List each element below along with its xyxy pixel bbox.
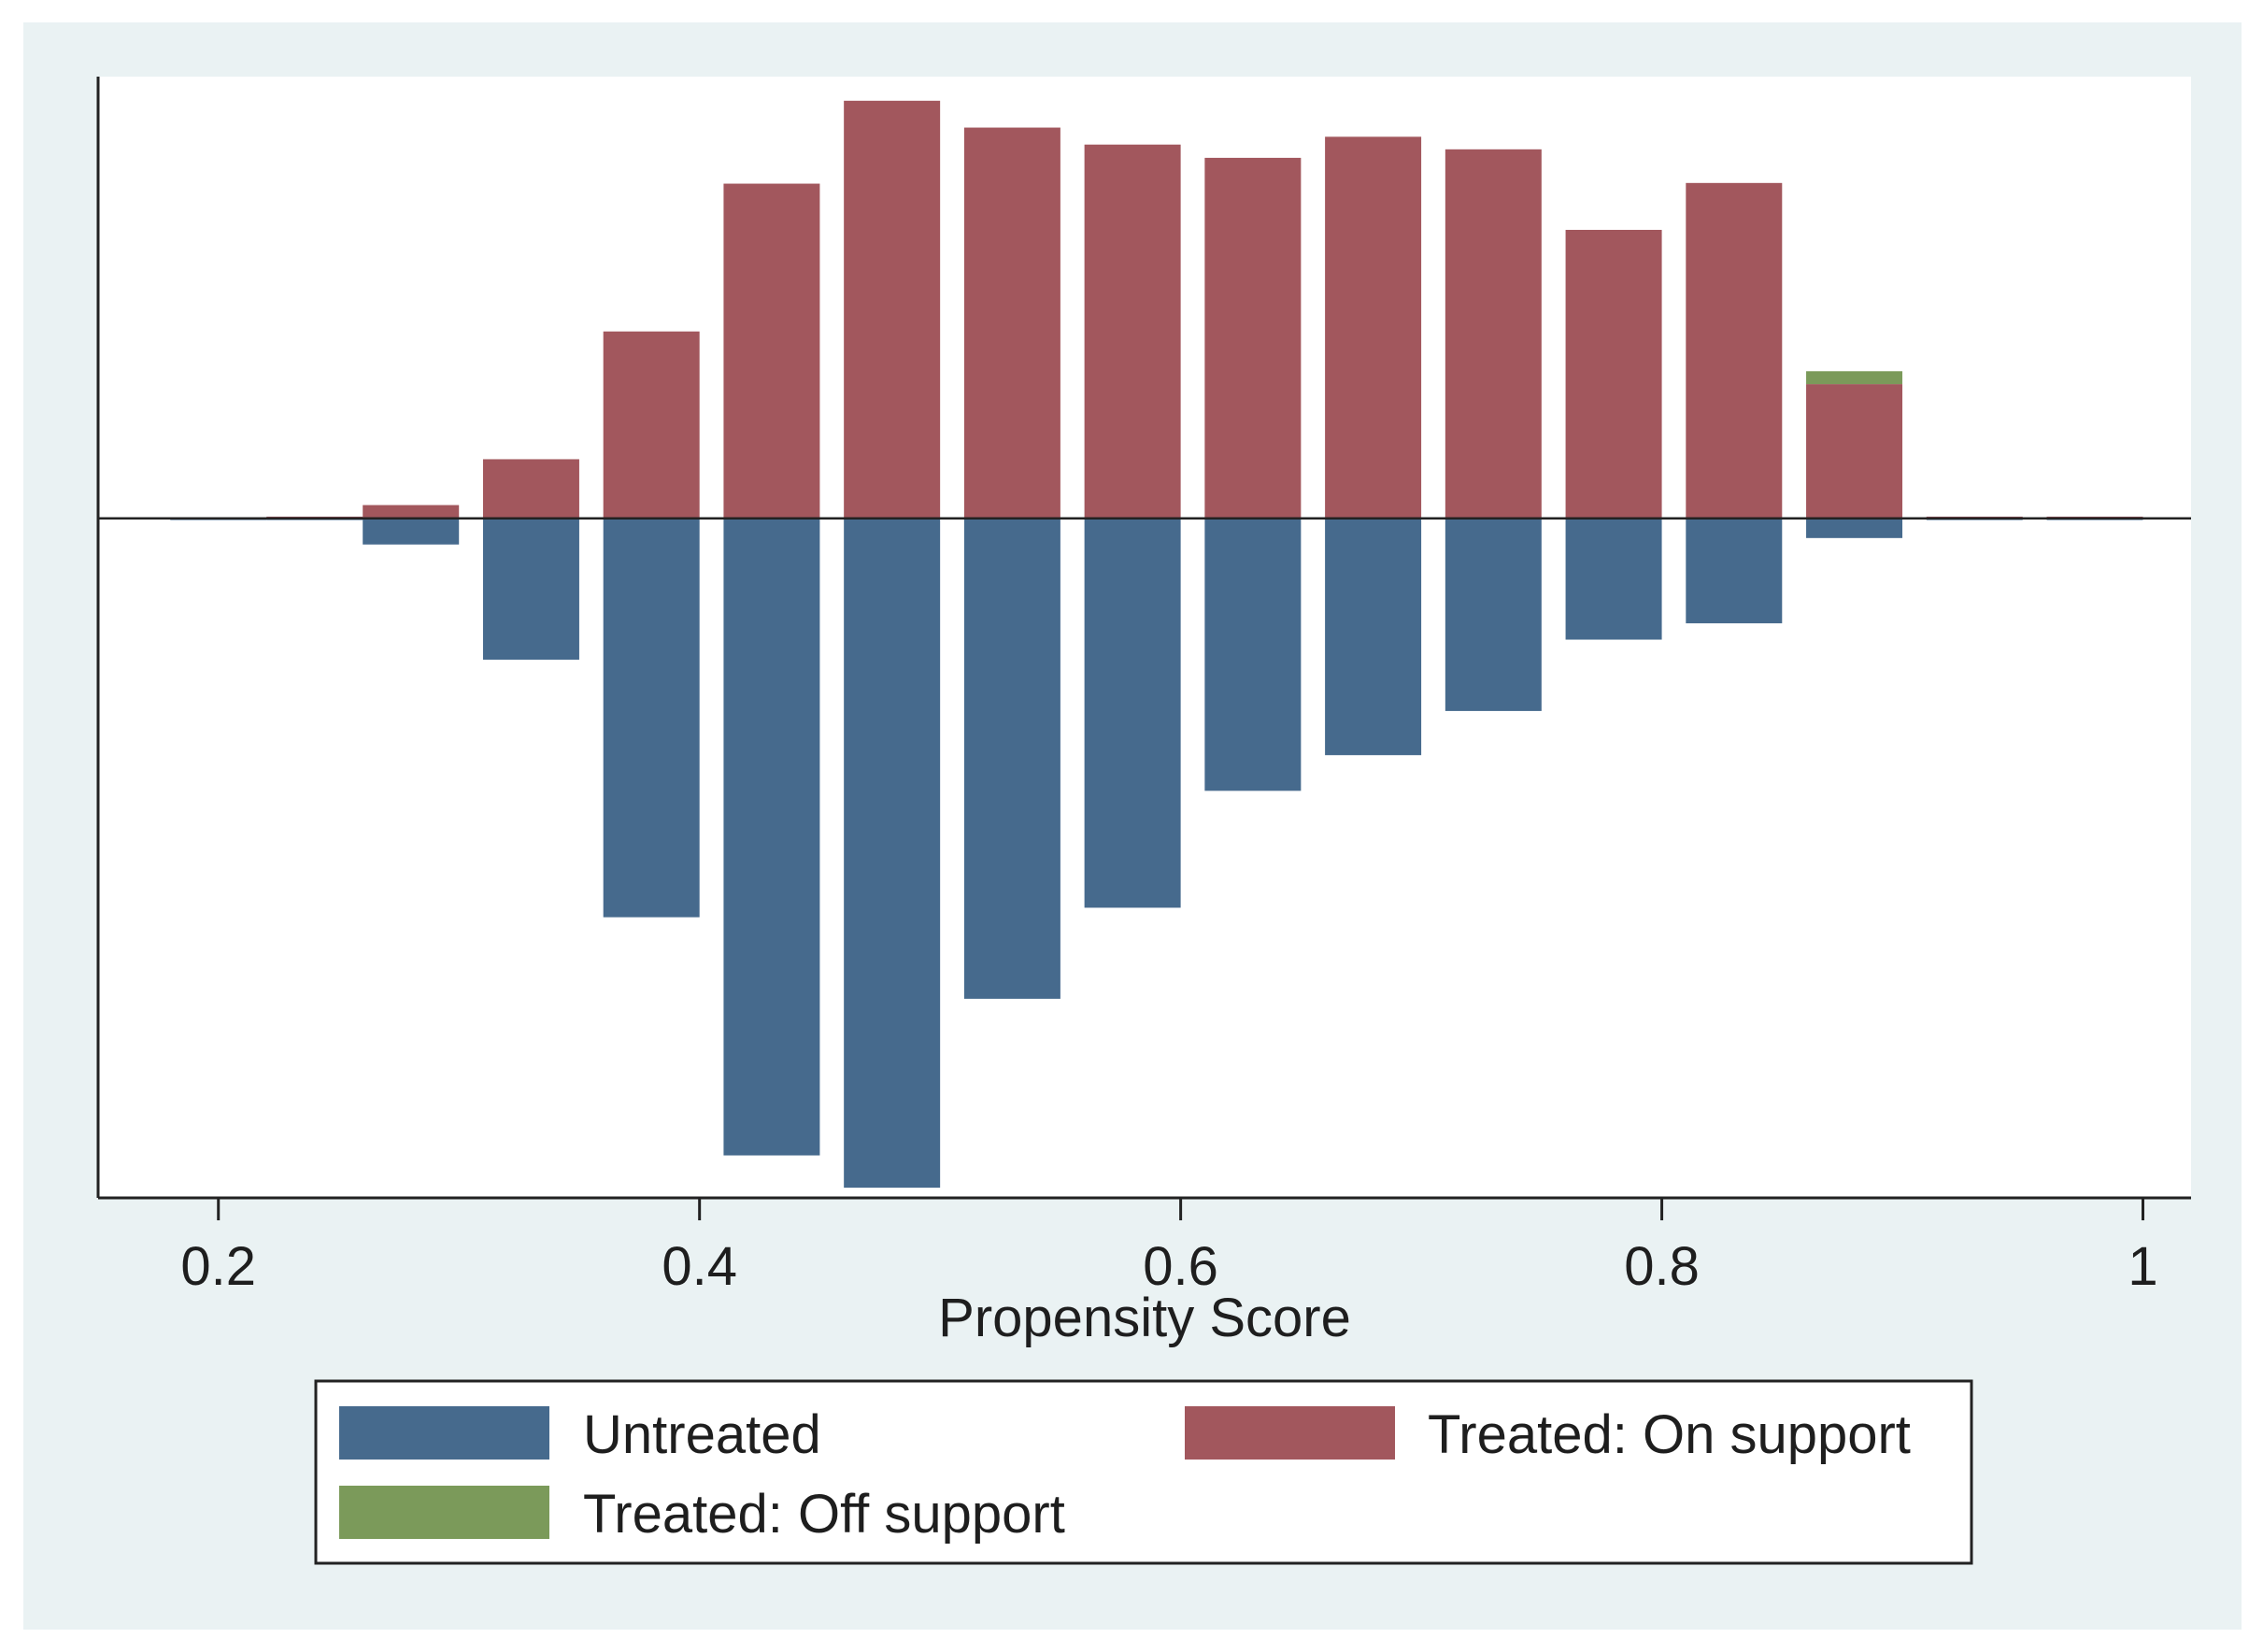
treated-off-support-bar bbox=[1806, 371, 1903, 385]
legend-box bbox=[314, 1379, 1973, 1565]
treated-on-support-bar bbox=[1204, 157, 1302, 519]
x-axis-ticks: 0.2 0.4 0.6 0.8 1 bbox=[180, 1198, 2158, 1297]
untreated-bar bbox=[963, 518, 1060, 999]
legend-swatch-off-support bbox=[339, 1486, 549, 1539]
untreated-bar bbox=[1806, 518, 1903, 538]
legend: Untreated Treated: On support Treated: O… bbox=[314, 1379, 1973, 1565]
treated-on-support-bar bbox=[844, 100, 941, 519]
treated-on-support-bar bbox=[1806, 384, 1903, 519]
untreated-bar bbox=[723, 518, 820, 1156]
treated-on-support-bar bbox=[1445, 149, 1542, 519]
x-tick-label: 1 bbox=[2128, 1236, 2157, 1297]
x-axis-title: Propensity Score bbox=[938, 1288, 1351, 1348]
untreated-bar bbox=[1084, 518, 1181, 908]
legend-swatch-untreated bbox=[339, 1406, 549, 1460]
treated-on-support-bar bbox=[603, 331, 700, 519]
treated-on-support-bar bbox=[1084, 144, 1181, 519]
legend-label-on-support: Treated: On support bbox=[1428, 1404, 1911, 1465]
untreated-bar bbox=[1445, 518, 1542, 711]
treated-on-support-bar bbox=[1565, 230, 1662, 519]
treated-bars bbox=[266, 100, 2143, 519]
treated-on-support-bar bbox=[723, 183, 820, 519]
untreated-bar bbox=[844, 518, 941, 1189]
x-tick-label: 0.8 bbox=[1624, 1236, 1700, 1297]
untreated-bar bbox=[1325, 518, 1422, 756]
treated-on-support-bar bbox=[482, 459, 579, 519]
untreated-bar bbox=[363, 518, 460, 545]
legend-label-untreated: Untreated bbox=[583, 1404, 821, 1465]
untreated-bar bbox=[482, 518, 579, 660]
treated-on-support-bar bbox=[1325, 136, 1422, 519]
legend-label-off-support: Treated: Off support bbox=[583, 1484, 1065, 1545]
x-tick-label: 0.6 bbox=[1143, 1236, 1218, 1297]
untreated-bar bbox=[1565, 518, 1662, 640]
untreated-bars bbox=[170, 518, 2143, 1189]
untreated-bar bbox=[1686, 518, 1783, 624]
x-tick-label: 0.2 bbox=[180, 1236, 256, 1297]
untreated-bar bbox=[603, 518, 700, 918]
treated-on-support-bar bbox=[363, 505, 460, 519]
untreated-bar bbox=[1204, 518, 1302, 791]
treated-on-support-bar bbox=[963, 127, 1060, 519]
legend-swatch-on-support bbox=[1185, 1406, 1395, 1460]
x-tick-label: 0.4 bbox=[662, 1236, 737, 1297]
treated-on-support-bar bbox=[1686, 182, 1783, 519]
